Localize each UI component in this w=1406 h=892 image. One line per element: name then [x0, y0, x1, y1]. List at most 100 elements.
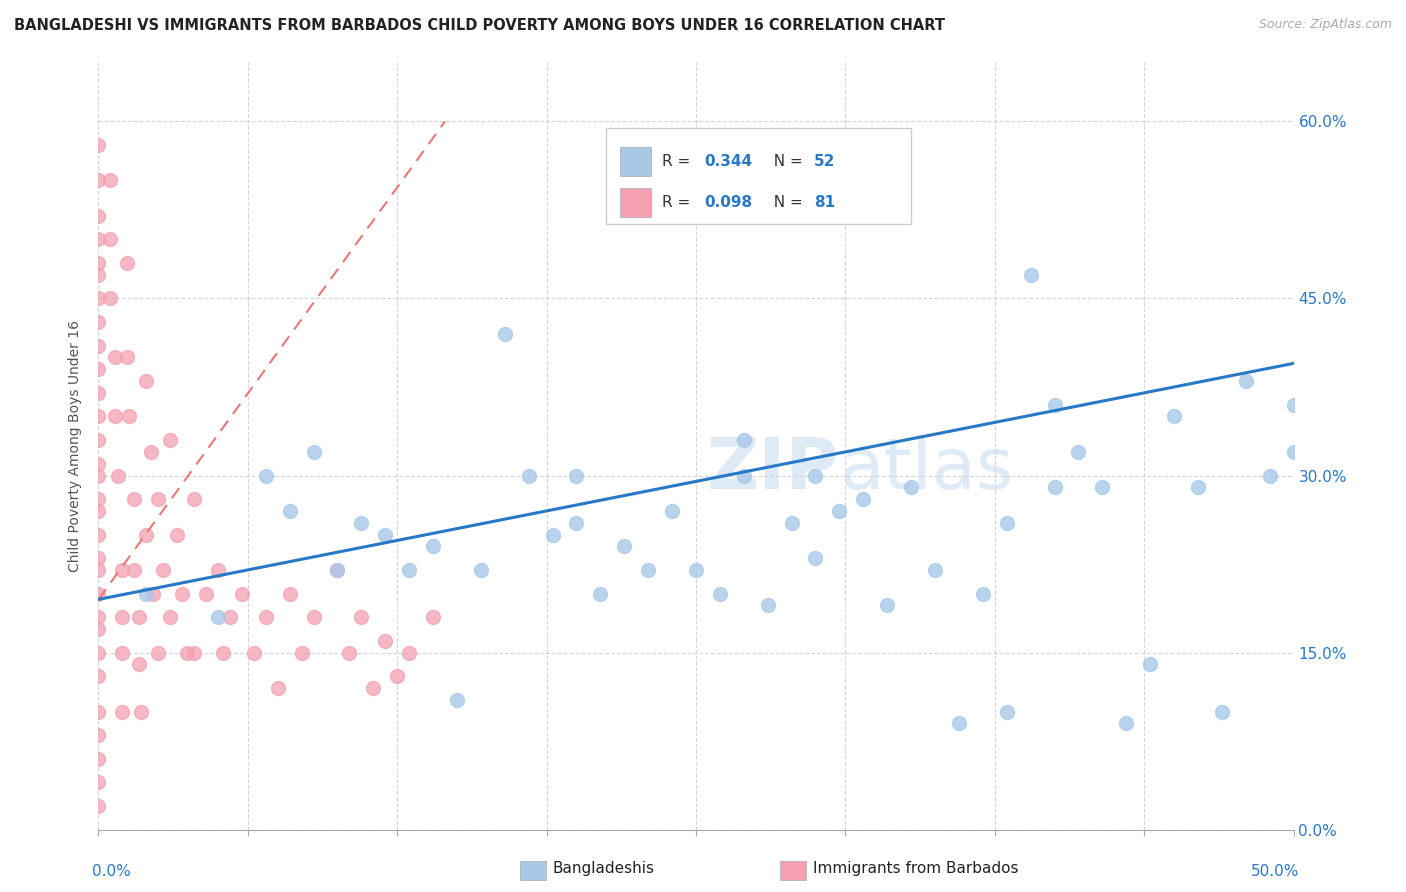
- Point: [685, 563, 707, 577]
- Point: [350, 610, 373, 624]
- Point: [87, 468, 110, 483]
- Point: [876, 599, 898, 613]
- Point: [87, 504, 110, 518]
- Point: [243, 646, 266, 660]
- Point: [111, 610, 134, 624]
- Text: 81: 81: [814, 195, 835, 211]
- Point: [98, 232, 122, 246]
- Point: [385, 669, 409, 683]
- Point: [87, 586, 110, 600]
- Point: [87, 705, 110, 719]
- Point: [398, 646, 420, 660]
- Point: [661, 504, 683, 518]
- Point: [350, 516, 373, 530]
- Point: [589, 586, 612, 600]
- Point: [98, 292, 122, 306]
- Point: [254, 610, 277, 624]
- Point: [302, 610, 325, 624]
- Point: [104, 409, 127, 424]
- Point: [339, 646, 361, 660]
- Point: [1211, 705, 1233, 719]
- Point: [87, 551, 110, 566]
- Point: [1091, 480, 1114, 494]
- Point: [278, 504, 301, 518]
- Point: [87, 385, 110, 400]
- Point: [422, 539, 444, 553]
- Point: [363, 681, 385, 695]
- Point: [207, 610, 229, 624]
- Point: [87, 646, 110, 660]
- Point: [1187, 480, 1209, 494]
- Point: [87, 315, 110, 329]
- Point: [1163, 409, 1185, 424]
- Point: [87, 610, 110, 624]
- Point: [128, 610, 150, 624]
- Text: 0.098: 0.098: [704, 195, 752, 211]
- Point: [804, 468, 827, 483]
- Point: [87, 433, 110, 447]
- Point: [87, 209, 110, 223]
- Text: N =: N =: [763, 195, 807, 211]
- Point: [1139, 657, 1161, 672]
- Point: [104, 351, 127, 365]
- Point: [87, 492, 110, 507]
- Point: [115, 256, 138, 270]
- Point: [98, 173, 122, 187]
- Text: Immigrants from Barbados: Immigrants from Barbados: [813, 862, 1018, 876]
- Point: [87, 622, 110, 636]
- Point: [148, 646, 170, 660]
- Text: BANGLADESHI VS IMMIGRANTS FROM BARBADOS CHILD POVERTY AMONG BOYS UNDER 16 CORREL: BANGLADESHI VS IMMIGRANTS FROM BARBADOS …: [14, 18, 945, 33]
- Point: [176, 646, 198, 660]
- Text: 0.344: 0.344: [704, 153, 752, 169]
- Point: [87, 232, 110, 246]
- Point: [183, 492, 205, 507]
- Point: [470, 563, 492, 577]
- Point: [565, 516, 588, 530]
- Point: [995, 705, 1018, 719]
- Point: [135, 374, 157, 388]
- Point: [87, 339, 110, 353]
- Point: [995, 516, 1018, 530]
- Text: Source: ZipAtlas.com: Source: ZipAtlas.com: [1258, 18, 1392, 31]
- Text: Bangladeshis: Bangladeshis: [553, 862, 655, 876]
- Point: [87, 409, 110, 424]
- Point: [124, 492, 146, 507]
- Point: [128, 657, 150, 672]
- Point: [87, 527, 110, 541]
- Point: [948, 716, 970, 731]
- Point: [87, 775, 110, 789]
- Point: [152, 563, 174, 577]
- Point: [111, 563, 134, 577]
- Point: [87, 457, 110, 471]
- Point: [87, 362, 110, 376]
- Point: [637, 563, 659, 577]
- Point: [733, 433, 755, 447]
- Point: [87, 268, 110, 282]
- Point: [804, 551, 827, 566]
- Point: [135, 586, 157, 600]
- Point: [107, 468, 129, 483]
- Point: [398, 563, 420, 577]
- Point: [924, 563, 946, 577]
- Point: [291, 646, 314, 660]
- Text: atlas: atlas: [839, 434, 1014, 503]
- Point: [1043, 398, 1066, 412]
- Point: [219, 610, 242, 624]
- Text: 0.0%: 0.0%: [93, 864, 131, 880]
- Text: N =: N =: [763, 153, 807, 169]
- Point: [302, 445, 325, 459]
- Point: [278, 586, 301, 600]
- Point: [211, 646, 233, 660]
- Point: [517, 468, 540, 483]
- Point: [780, 516, 803, 530]
- Point: [115, 351, 138, 365]
- Point: [124, 563, 146, 577]
- Point: [1258, 468, 1281, 483]
- Point: [159, 433, 181, 447]
- Point: [900, 480, 922, 494]
- Point: [207, 563, 229, 577]
- Point: [972, 586, 994, 600]
- Point: [446, 692, 468, 706]
- Point: [231, 586, 253, 600]
- Point: [87, 669, 110, 683]
